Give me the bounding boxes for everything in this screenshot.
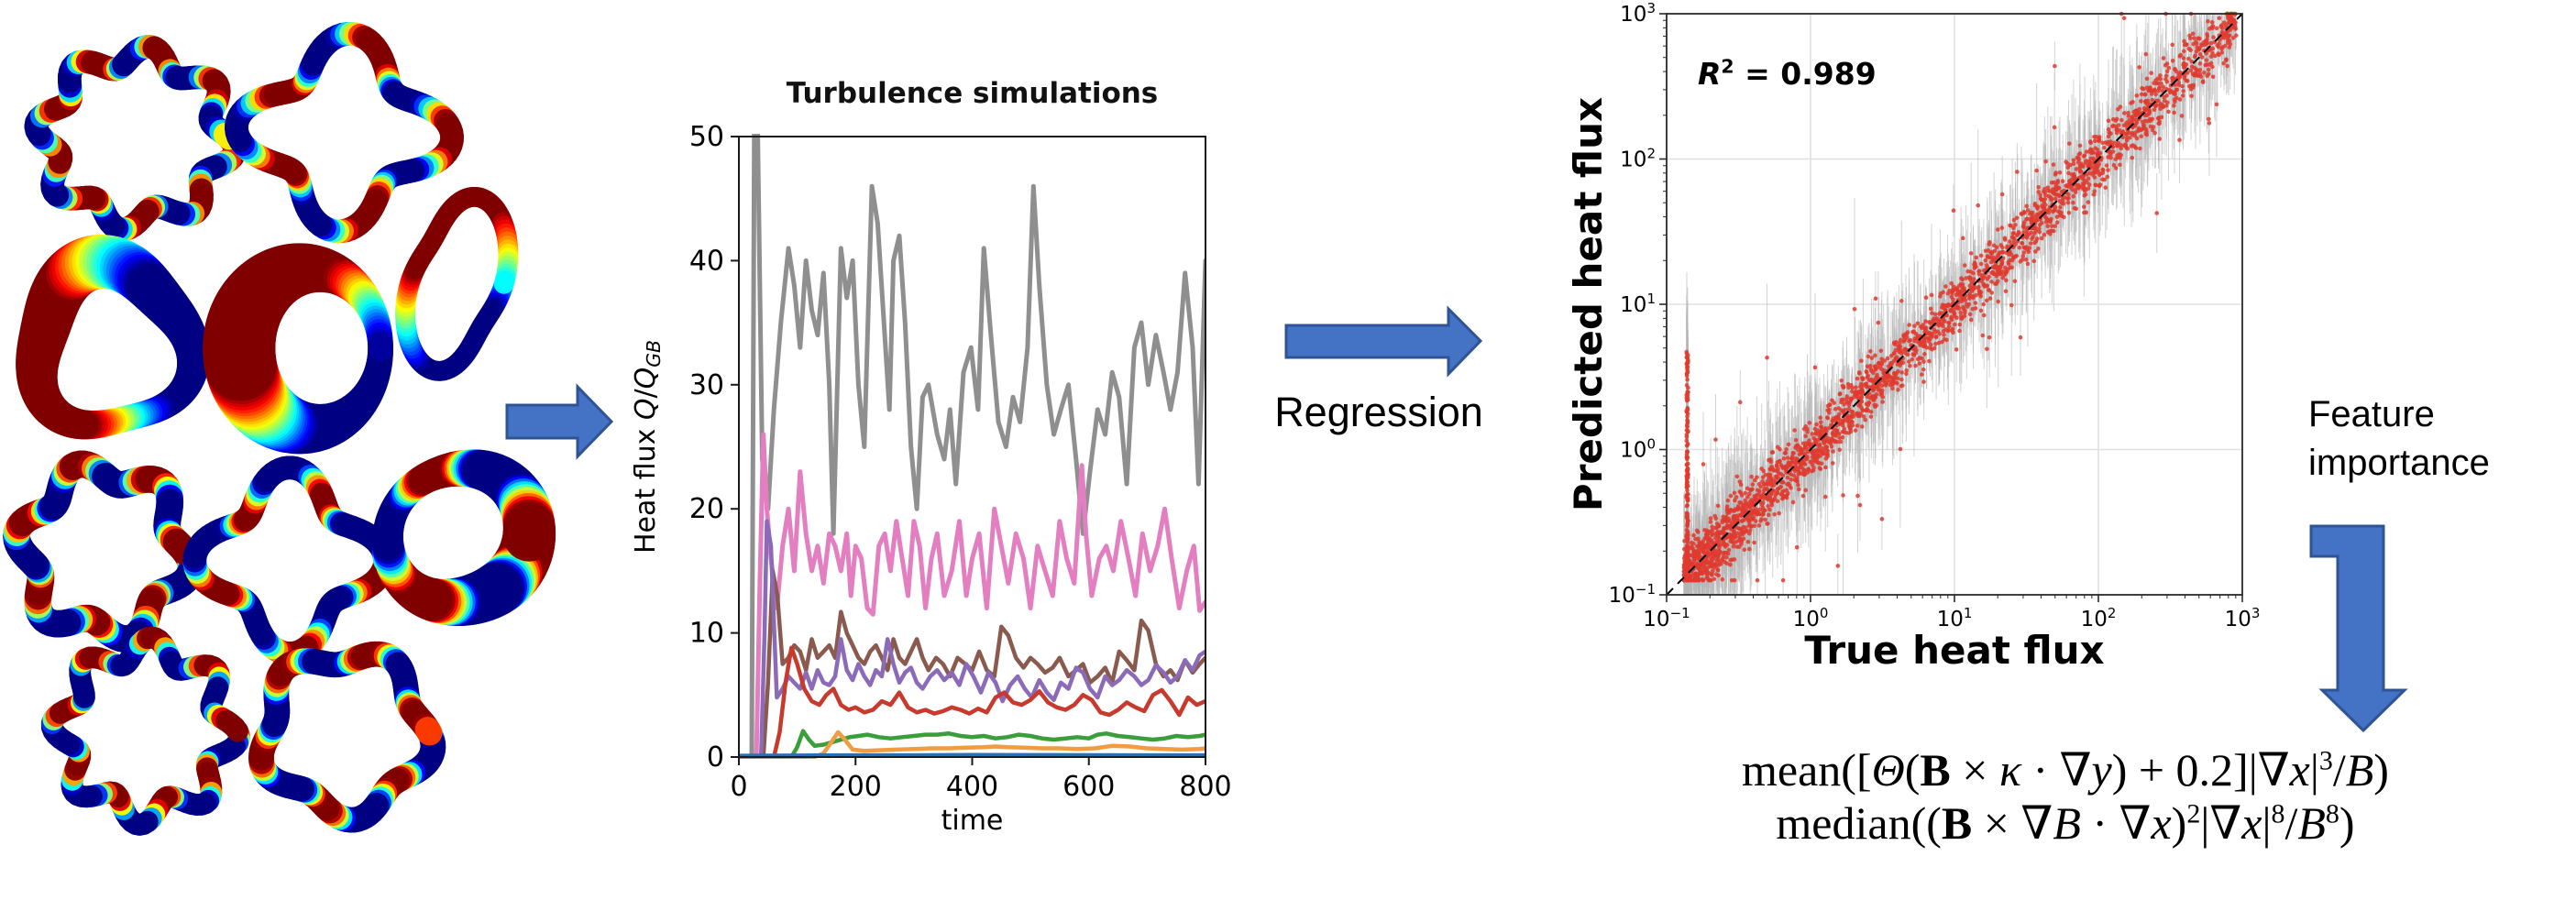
scatter-x-tick-label: 102 <box>2081 605 2117 631</box>
regression-scatter-plot: 10−110−1 100 100 101 101 102 102 103 103 R2 = 0.9… <box>1566 0 2261 673</box>
y-tick-label: 50 <box>689 121 724 153</box>
line-series-purple <box>739 519 1205 759</box>
scatter-y-tick-label: 100 <box>1620 436 1656 463</box>
scatter-y-tick-label: 102 <box>1620 146 1656 172</box>
scatter-xlabel: True heat flux <box>1804 628 2104 673</box>
turbulence-line-chart: 0 10 20 30 40 50 0 200 400 600 800 Turbulence simul… <box>630 77 1232 837</box>
stellarator-8-lobe-top <box>24 35 248 241</box>
stellarator-triangle-torus <box>16 235 211 440</box>
y-tick-label: 30 <box>689 369 724 401</box>
line-series-orange <box>739 730 1205 759</box>
stellarator-diamond <box>182 456 397 665</box>
scatter-ylabel: Predicted heat flux <box>1566 97 1611 511</box>
right-arrow-icon-2 <box>1284 305 1483 378</box>
scatter-x-tick-label: 101 <box>1937 605 1973 631</box>
feature-importance-label: Feature importance <box>2308 390 2490 488</box>
r-squared-annotation: R2 = 0.989 <box>1698 55 1877 92</box>
line-series-gray <box>739 134 1205 759</box>
scatter-y-tick-label: 101 <box>1620 291 1656 317</box>
regression-label: Regression <box>1274 389 1483 435</box>
scatter-x-tick-label: 100 <box>1793 605 1829 631</box>
line-series-red <box>739 645 1205 759</box>
line-series-blue <box>739 752 1205 759</box>
bent-down-arrow-shape <box>2309 524 2408 733</box>
stellarator-pentagon <box>248 641 446 833</box>
y-tick-label: 10 <box>689 618 724 650</box>
feature-formulas: mean([Θ(B × κ · ∇y) + 0.2]|∇x|3/B) media… <box>1558 744 2572 850</box>
x-tick-label: 600 <box>1062 771 1115 803</box>
right-arrow-shape-1 <box>505 383 614 460</box>
y-tick-label: 40 <box>689 245 724 277</box>
feature-importance-line1: Feature <box>2308 394 2435 434</box>
y-tick-label: 20 <box>689 493 724 525</box>
line-series-brown <box>739 568 1205 759</box>
stellarator-thick-torus <box>203 243 393 455</box>
stellarator-collage <box>3 21 556 836</box>
scatter-point-group <box>1681 11 2239 583</box>
y-tick-label: 0 <box>707 741 724 774</box>
scatter-y-tick-label: 10−1 <box>1609 581 1656 608</box>
identity-line <box>1666 13 2243 596</box>
line-series-pink <box>739 432 1205 759</box>
feature-importance-line2: importance <box>2308 442 2490 483</box>
x-tick-label: 200 <box>830 771 882 803</box>
scatter-y-tick-label: 103 <box>1620 0 1656 27</box>
line-chart-ylabel: Heat flux Q/QGB <box>630 340 665 554</box>
right-arrow-icon-1 <box>505 383 614 460</box>
stellarator-8-lobe-bottom <box>40 626 250 836</box>
scatter-x-tick-label: 103 <box>2225 605 2261 631</box>
scatter-x-tick-label: 10−1 <box>1643 605 1690 631</box>
formula-median: median((B × ∇B · ∇x)2|∇x|8/B8) <box>1776 796 2355 849</box>
stellarator-6-lobe <box>3 450 205 653</box>
formula-mean: mean([Θ(B × κ · ∇y) + 0.2]|∇x|3/B) <box>1742 744 2389 796</box>
stellarator-heart-hole-torus <box>371 449 556 626</box>
bent-down-arrow-icon <box>2309 524 2408 733</box>
right-arrow-shape-2 <box>1284 305 1483 378</box>
x-tick-label: 400 <box>946 771 998 803</box>
x-tick-label: 0 <box>730 771 747 803</box>
line-chart-xlabel: time <box>941 805 1004 837</box>
line-chart-title: Turbulence simulations <box>787 77 1159 110</box>
x-tick-label: 800 <box>1179 771 1231 803</box>
stellarator-peanut <box>395 186 519 381</box>
stellarator-4-star <box>225 21 464 244</box>
line-series-group <box>739 134 1205 759</box>
